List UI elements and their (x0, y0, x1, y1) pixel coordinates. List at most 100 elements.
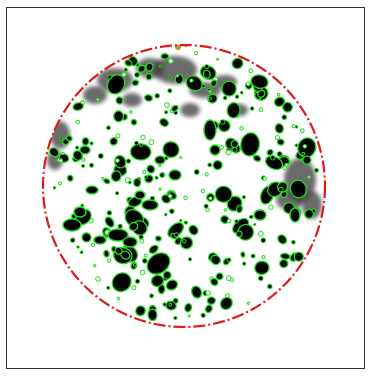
colony (188, 224, 199, 236)
colony (106, 285, 111, 290)
colony (144, 175, 148, 180)
colony-cluster (107, 228, 129, 242)
colony (294, 143, 299, 148)
colony (158, 164, 162, 168)
colony (253, 222, 257, 226)
colony (266, 148, 274, 156)
colony (123, 67, 128, 72)
colony (226, 102, 241, 119)
colony (117, 223, 123, 229)
colony (250, 74, 269, 89)
colony (124, 59, 133, 67)
colony (206, 296, 217, 305)
colony (81, 137, 90, 146)
colony (254, 260, 270, 276)
colony (200, 312, 206, 318)
colony (257, 230, 264, 237)
colony (95, 276, 101, 282)
colony (208, 96, 212, 101)
colony (90, 243, 95, 247)
colony (207, 162, 213, 168)
colony-cluster (62, 218, 82, 232)
colony (208, 89, 212, 94)
colony (201, 83, 206, 89)
colony-cluster (85, 185, 99, 195)
colony (138, 234, 144, 240)
colony (146, 252, 171, 275)
colony (314, 167, 319, 173)
colony (106, 125, 111, 131)
colony (179, 219, 183, 223)
colony (187, 314, 191, 318)
colony (149, 293, 154, 299)
colony (273, 96, 286, 108)
colony (257, 275, 264, 282)
colony (160, 53, 170, 60)
colony (225, 149, 232, 156)
colony (246, 301, 251, 305)
colony (210, 79, 218, 88)
colony (226, 218, 232, 224)
colony (235, 230, 243, 238)
colony-cluster (168, 169, 182, 181)
colony (268, 204, 274, 210)
colony (230, 277, 235, 282)
colony (59, 137, 63, 141)
colony (134, 71, 140, 78)
colony (159, 117, 170, 128)
smear-blob (122, 93, 142, 107)
colony (307, 175, 311, 179)
colony (165, 279, 179, 291)
colony (182, 239, 187, 244)
smear-blob (153, 56, 197, 84)
colony (129, 110, 133, 114)
colony (96, 97, 100, 102)
colony (281, 114, 288, 121)
colony (262, 176, 267, 181)
colony (134, 140, 139, 146)
colony-cluster (203, 119, 217, 141)
colony (81, 232, 92, 243)
colony-contours (48, 50, 319, 322)
colony (276, 151, 283, 157)
colony (200, 188, 205, 194)
colony (125, 158, 131, 164)
colony (207, 93, 218, 104)
colony (146, 164, 156, 174)
colony (173, 232, 179, 238)
colony (164, 102, 170, 108)
colony (148, 244, 159, 255)
colony (159, 172, 165, 178)
colony (216, 57, 220, 61)
colony (97, 153, 104, 159)
colony (264, 155, 284, 171)
colony (130, 118, 138, 126)
colony (103, 178, 111, 185)
colony (291, 124, 296, 129)
colony (276, 138, 285, 146)
colony (302, 144, 307, 149)
colony (106, 210, 113, 216)
colony (65, 135, 73, 142)
colony (121, 72, 127, 77)
colony (215, 272, 224, 281)
colony (58, 158, 63, 163)
colony (103, 249, 110, 258)
colony (61, 151, 65, 155)
colony-cluster (209, 144, 221, 156)
colony (89, 141, 94, 146)
colony-cluster (134, 190, 146, 200)
colony (145, 73, 153, 81)
colony (154, 175, 159, 180)
colony (168, 58, 174, 64)
colony (135, 305, 146, 317)
colony-cluster (79, 145, 91, 155)
colony (172, 297, 179, 304)
colony (240, 132, 261, 157)
colony (132, 262, 137, 267)
colony-cluster (73, 206, 87, 218)
colony (231, 57, 244, 70)
colony (143, 253, 148, 258)
colony (89, 162, 94, 168)
colony (246, 81, 251, 87)
